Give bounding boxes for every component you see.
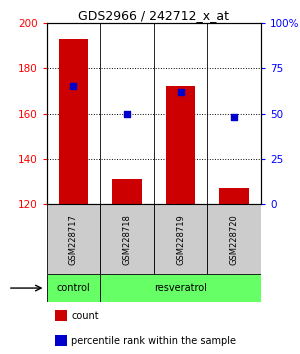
Text: percentile rank within the sample: percentile rank within the sample	[71, 336, 236, 346]
Point	[124, 111, 129, 116]
Bar	[46, 274, 100, 302]
Bar	[166, 86, 195, 204]
Bar	[112, 179, 142, 204]
Bar	[55, 335, 67, 346]
Text: resveratrol: resveratrol	[154, 283, 207, 293]
Bar	[46, 204, 100, 274]
Text: GSM228718: GSM228718	[122, 214, 131, 265]
Bar	[58, 39, 88, 204]
Text: GSM228717: GSM228717	[69, 214, 78, 265]
Point	[178, 89, 183, 95]
Bar	[100, 274, 261, 302]
Point	[71, 84, 76, 89]
Bar	[55, 310, 67, 321]
Bar	[219, 188, 249, 204]
Bar	[207, 204, 261, 274]
Text: control: control	[56, 283, 90, 293]
Point	[232, 114, 237, 120]
Text: count: count	[71, 310, 99, 321]
Title: GDS2966 / 242712_x_at: GDS2966 / 242712_x_at	[78, 9, 229, 22]
Bar	[154, 204, 207, 274]
Text: GSM228719: GSM228719	[176, 214, 185, 264]
Text: GSM228720: GSM228720	[230, 214, 239, 264]
Bar	[100, 204, 154, 274]
